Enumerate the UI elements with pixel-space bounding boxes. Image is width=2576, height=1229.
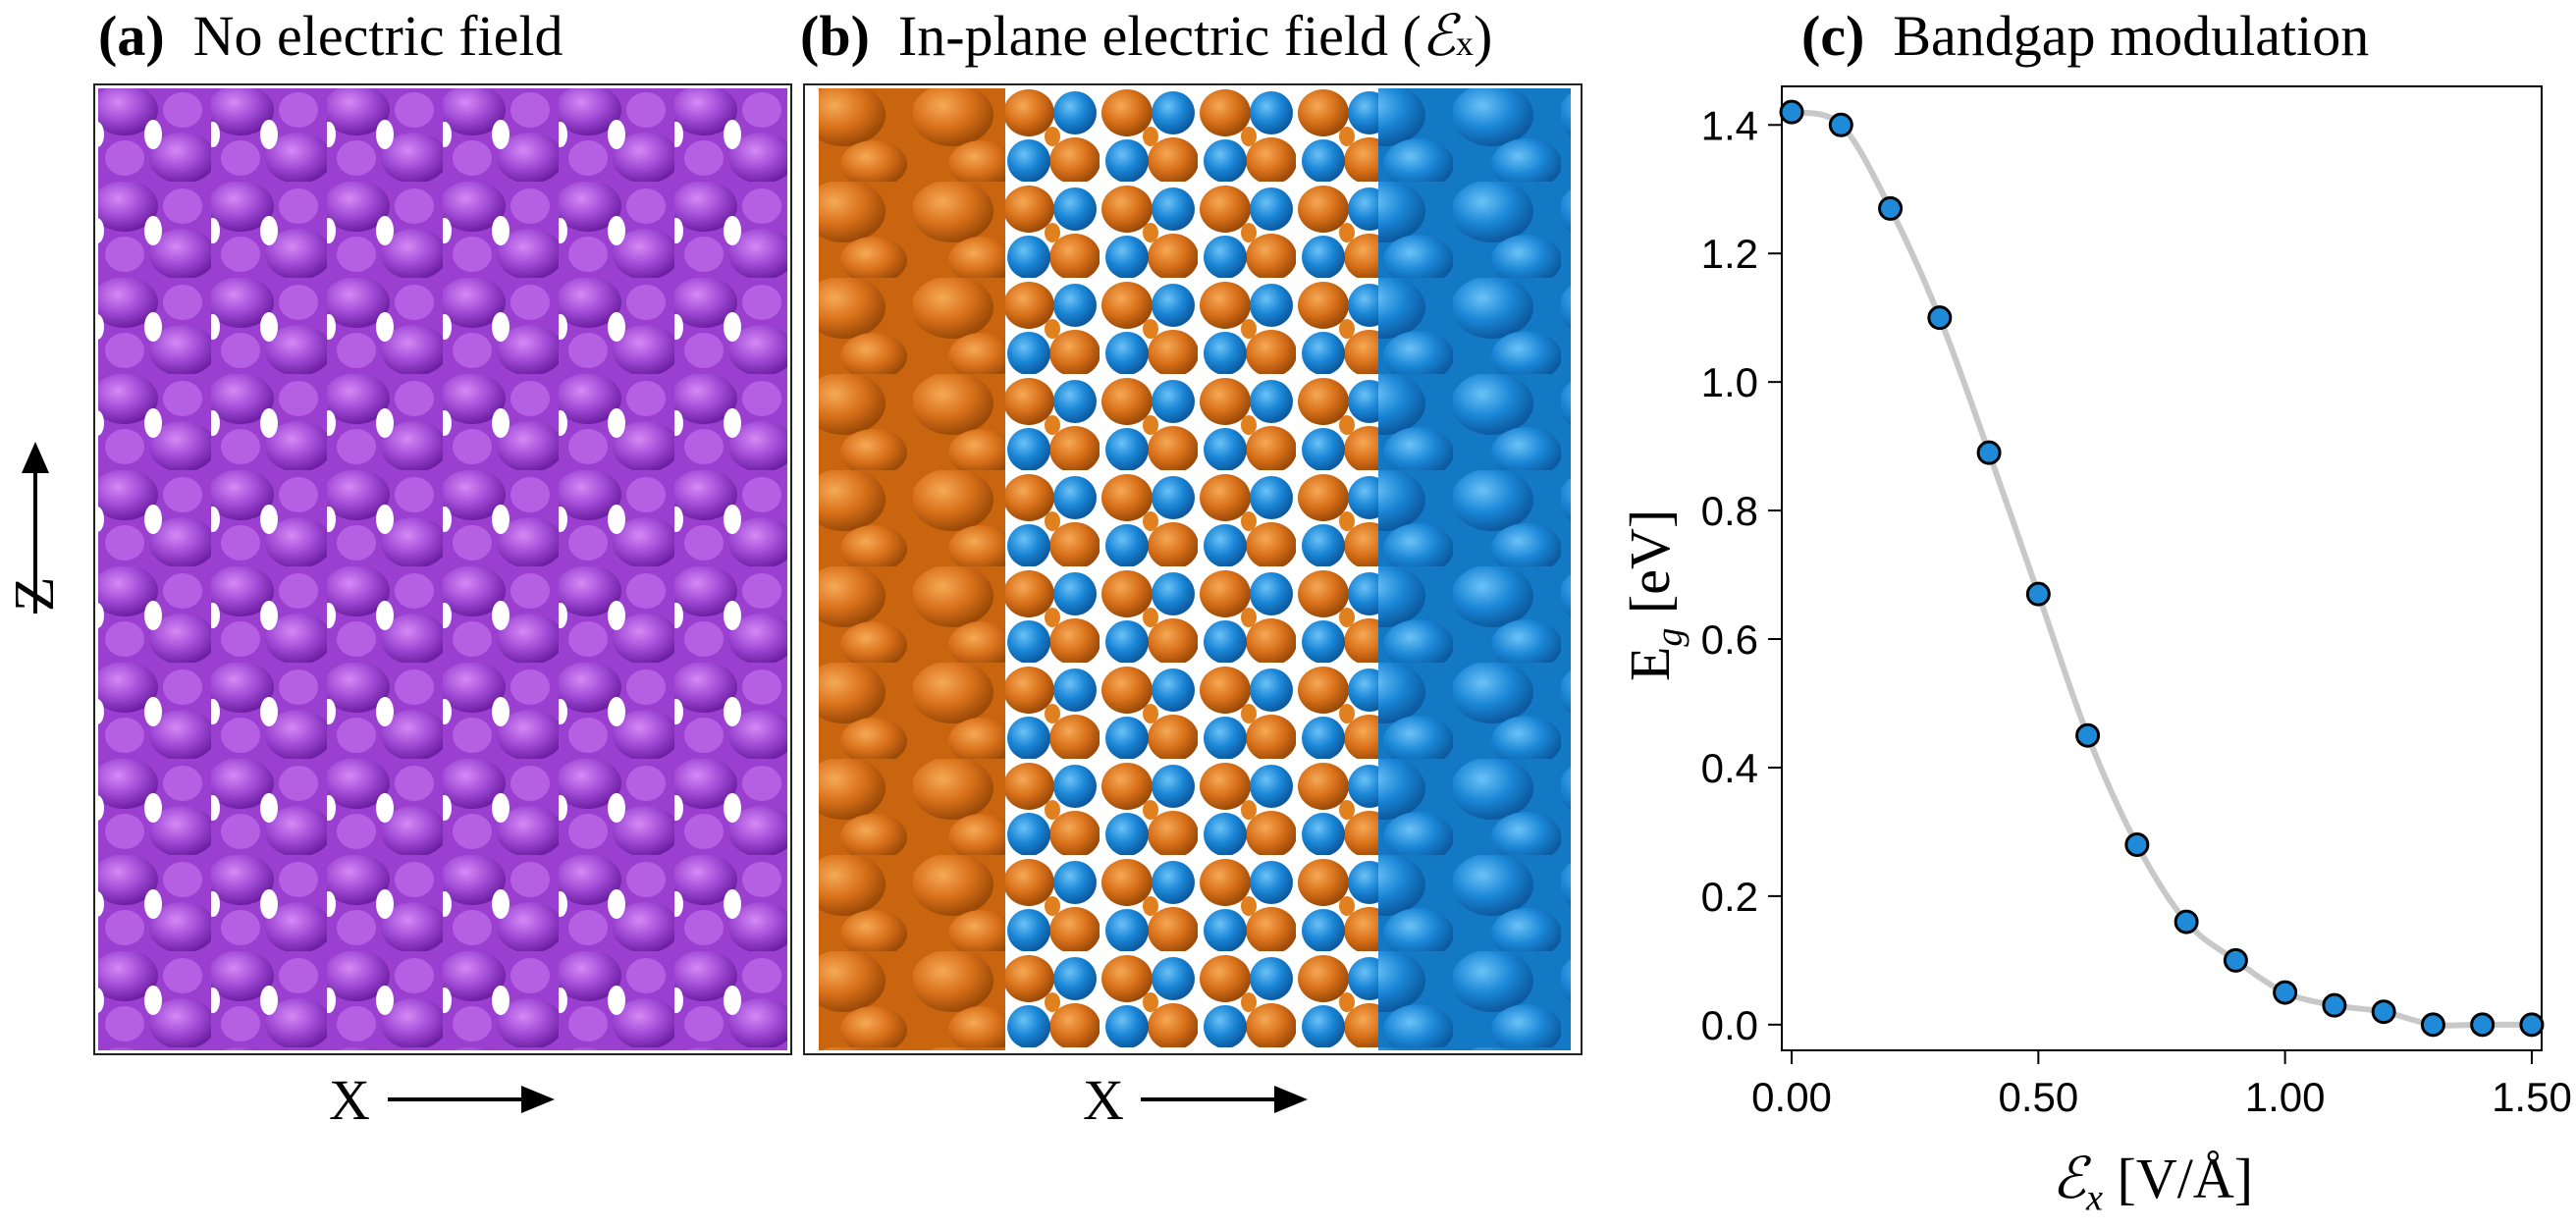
data-point: [2420, 1012, 2445, 1038]
data-point: [2273, 980, 2298, 1005]
z-arrow: [22, 442, 49, 614]
x-label-a: X: [329, 1068, 370, 1132]
data-point: [2519, 1012, 2545, 1038]
panel-c-letter: (c): [1801, 4, 1865, 68]
x-axis-label: ℰx [V/Å]: [2052, 1150, 2253, 1217]
y-tick-label: 0.8: [1701, 488, 1758, 534]
data-point: [1927, 305, 1953, 331]
data-point: [1828, 112, 1853, 137]
y-tick-label: 1.2: [1701, 231, 1758, 277]
panel-b-isosurface-image: [803, 83, 1583, 1055]
data-point: [2025, 581, 2051, 607]
data-point: [2124, 832, 2150, 858]
panel-a-isosurface-image: [93, 83, 792, 1055]
y-tick-label: 1.0: [1701, 359, 1758, 405]
x-tick-label: 1.50: [2492, 1074, 2572, 1120]
data-point: [2075, 722, 2101, 748]
y-axis-label: Eg [eV]: [1618, 509, 1690, 681]
panel-c-title: (c) Bandgap modulation: [1801, 8, 2369, 65]
x-ticks: 0.00 0.50 1.00 1.50: [1751, 1050, 2572, 1120]
data-point: [1878, 195, 1904, 221]
panel-b-title-text: In-plane electric field (: [897, 4, 1422, 68]
x-tick-label: 0.50: [1998, 1074, 2078, 1120]
y-tick-label: 0.2: [1701, 874, 1758, 920]
data-point: [2174, 909, 2199, 935]
y-ticks: 0.0 0.2 0.4 0.6 0.8 1.0 1.2 1.4: [1701, 102, 1782, 1048]
data-point: [1976, 440, 2002, 465]
panel-a-title: (a) No electric field: [98, 8, 563, 65]
y-tick-label: 0.6: [1701, 616, 1758, 663]
y-tick-label: 0.0: [1701, 1002, 1758, 1048]
panel-b-letter: (b): [800, 4, 870, 68]
y-axis-label-text: Eg [eV]: [1618, 508, 1690, 681]
x-arrow-a-label: X: [329, 1072, 370, 1129]
fit-curve: [1789, 109, 2535, 1029]
data-point: [2371, 999, 2396, 1025]
data-point: [2470, 1012, 2496, 1038]
data-point: [1779, 99, 1804, 125]
x-arrow-b-label: X: [1083, 1072, 1124, 1129]
plot-frame: [1781, 85, 2543, 1051]
x-arrow-a: [388, 1086, 555, 1113]
x-axis-label-text: ℰx [V/Å]: [2052, 1147, 2254, 1219]
panel-a-title-text: No electric field: [192, 4, 564, 68]
data-point: [2223, 947, 2248, 973]
panel-b-title-symbol: ℰ: [1421, 4, 1456, 68]
panel-a-letter: (a): [98, 4, 165, 68]
x-arrow-b: [1141, 1086, 1308, 1113]
data-point: [2322, 992, 2347, 1018]
x-tick-label: 0.00: [1751, 1074, 1832, 1120]
y-tick-label: 1.4: [1701, 102, 1758, 148]
panel-b-title-sub: x: [1455, 24, 1474, 63]
panel-b-title: (b) In-plane electric field (ℰx): [800, 8, 1492, 65]
y-tick-label: 0.4: [1701, 745, 1758, 791]
x-tick-label: 1.00: [2245, 1074, 2326, 1120]
panel-c-title-text: Bandgap modulation: [1893, 4, 2370, 68]
x-label-b: X: [1083, 1068, 1124, 1132]
panel-b-title-end: ): [1473, 4, 1493, 68]
data-points: [1779, 99, 2545, 1038]
